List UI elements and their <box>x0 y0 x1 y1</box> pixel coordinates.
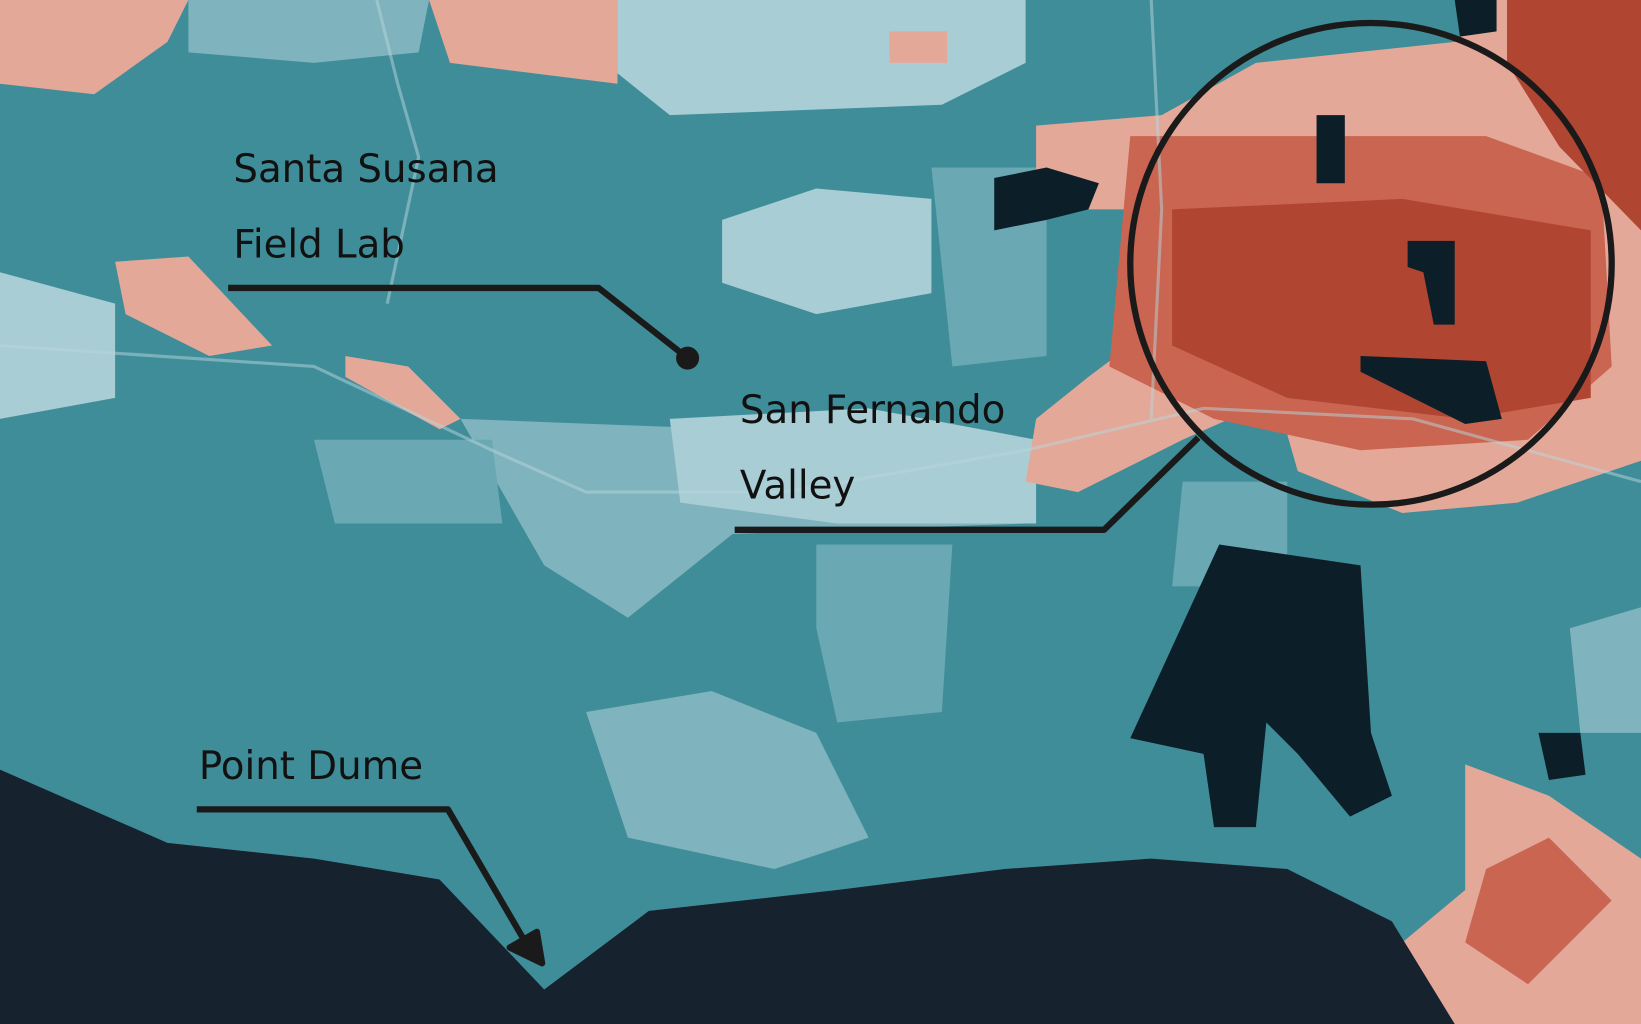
map-label: Field Lab <box>233 223 405 268</box>
leader-arrow <box>506 928 546 967</box>
leader-line <box>196 806 532 950</box>
leader-dot <box>676 346 700 370</box>
roads <box>0 0 1641 494</box>
map-label: Point Dume <box>199 744 423 789</box>
leader-line <box>734 435 1201 533</box>
ocean <box>0 769 1455 1024</box>
dark-areas <box>994 0 1586 828</box>
highlight-circle <box>1127 19 1615 508</box>
map-label: Valley <box>740 463 855 508</box>
map-label: Santa Susana <box>233 147 498 192</box>
map-label: San Fernando <box>740 388 1005 433</box>
leader-line <box>228 284 690 361</box>
